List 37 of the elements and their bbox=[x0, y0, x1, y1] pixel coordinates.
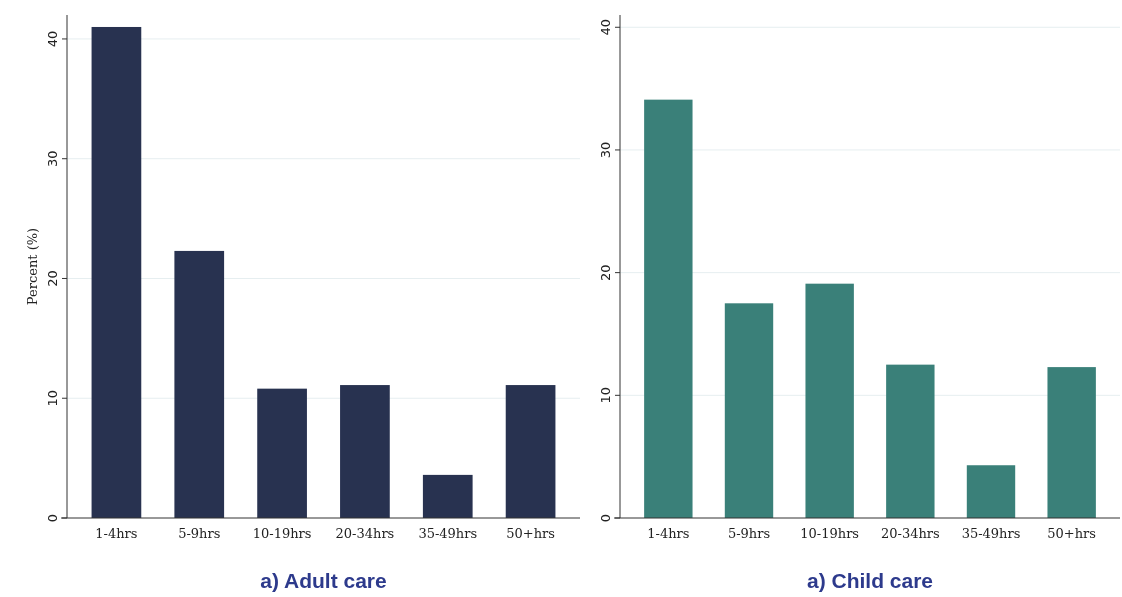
x-tick-label: 5-9hrs bbox=[727, 526, 771, 541]
x-tick-label: 1-4hrs bbox=[95, 526, 138, 541]
bar bbox=[174, 250, 225, 518]
x-tick-label: 50+hrs bbox=[1047, 526, 1097, 541]
y-tick-label: 10 bbox=[598, 387, 613, 404]
bar bbox=[257, 388, 307, 518]
bar bbox=[422, 474, 473, 518]
x-tick-label: 20-34hrs bbox=[880, 526, 940, 541]
text: a) Child care bbox=[806, 569, 934, 592]
bar bbox=[805, 283, 854, 518]
bar bbox=[724, 303, 774, 518]
y-axis-title: Percent (%) bbox=[25, 227, 40, 306]
y-tick-label: 30 bbox=[598, 141, 613, 159]
y-tick-label: 0 bbox=[598, 513, 613, 523]
bar bbox=[505, 385, 556, 518]
x-tick-label: 50+hrs bbox=[506, 526, 555, 541]
bar bbox=[340, 385, 390, 518]
y-tick-label: 30 bbox=[45, 150, 60, 167]
x-tick-label: 10-19hrs bbox=[252, 526, 312, 541]
x-tick-label: 10-19hrs bbox=[800, 526, 860, 541]
bar bbox=[966, 465, 1016, 518]
y-tick-label: 20 bbox=[598, 264, 613, 281]
x-tick-label: 5-9hrs bbox=[178, 526, 221, 541]
x-tick-label: 35-49hrs bbox=[961, 526, 1021, 541]
x-tick-label: 20-34hrs bbox=[335, 526, 395, 541]
y-tick-label: 0 bbox=[45, 513, 60, 523]
bar bbox=[644, 99, 693, 518]
y-tick-label: 40 bbox=[598, 18, 613, 36]
x-tick-label: 1-4hrs bbox=[647, 526, 690, 541]
x-tick-label: 35-49hrs bbox=[418, 526, 478, 541]
y-tick-label: 10 bbox=[45, 389, 60, 407]
bar bbox=[886, 364, 935, 518]
y-tick-label: 20 bbox=[45, 270, 60, 287]
bar bbox=[1047, 367, 1096, 518]
bar bbox=[91, 26, 142, 518]
y-tick-label: 40 bbox=[45, 30, 60, 48]
text: a) Adult care bbox=[260, 569, 387, 592]
